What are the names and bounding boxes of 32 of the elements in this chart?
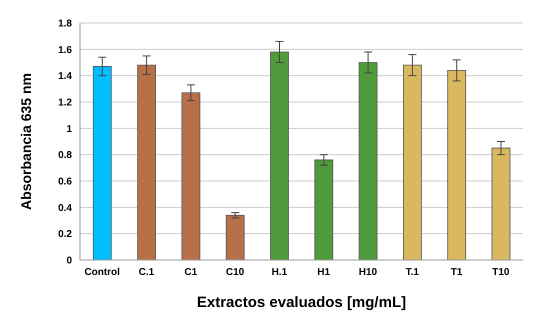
bar (181, 92, 200, 260)
x-tick-label: C10 (226, 267, 245, 278)
y-tick-label: 1.4 (58, 71, 72, 82)
y-tick-label: 1.6 (58, 44, 72, 56)
x-tick-label: H.1 (272, 267, 288, 278)
bar (270, 52, 289, 260)
y-tick-label: 1 (66, 124, 72, 135)
x-tick-label: H10 (358, 267, 378, 278)
y-tick-label: 0.6 (58, 176, 72, 188)
x-tick-label: Control (84, 267, 120, 278)
x-axis-title: Extractos evaluados [mg/mL] (196, 294, 406, 311)
x-tick-label: T10 (492, 267, 510, 278)
bar (226, 214, 245, 260)
x-tick-label: T1 (450, 267, 463, 278)
x-tick-label: T.1 (406, 267, 420, 278)
bar (137, 64, 156, 260)
x-tick-label: C1 (184, 267, 198, 278)
y-tick-label: 1.8 (58, 18, 72, 30)
bar (358, 62, 378, 260)
bar (492, 148, 510, 260)
y-axis-title: Absorbancia 635 nm (18, 73, 34, 210)
y-tick-label: 0 (66, 256, 72, 267)
bar (447, 70, 466, 260)
y-tick-label: 1.2 (58, 98, 72, 109)
bar (92, 66, 112, 260)
bar (402, 64, 422, 260)
y-tick-label: 0.8 (58, 150, 72, 162)
y-tick-label: 0.2 (58, 229, 72, 240)
bar (314, 160, 334, 260)
y-tick-label: 0.4 (58, 202, 72, 214)
x-tick-label: H1 (317, 267, 330, 278)
x-tick-label: C.1 (138, 267, 155, 278)
